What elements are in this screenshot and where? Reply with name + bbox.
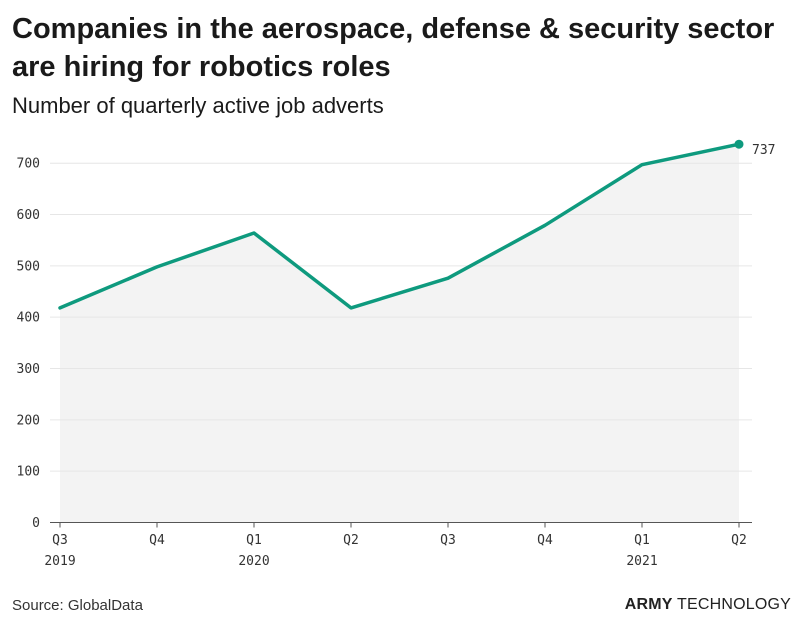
x-tick-label: Q2	[731, 533, 747, 548]
y-tick-label: 100	[17, 465, 40, 480]
x-tick-label: Q1	[246, 533, 262, 548]
x-tick-year-label: 2020	[238, 554, 269, 569]
source-note: Source: GlobalData	[12, 597, 143, 614]
line-chart: 0 100 200 300 400 500 600 700 Q3 2019 Q4 Q1 2020 Q2 Q3…	[17, 139, 775, 569]
y-tick-label: 400	[17, 311, 40, 326]
x-tick-label: Q3	[52, 533, 68, 548]
series-line	[58, 142, 741, 310]
y-tick-label: 500	[17, 259, 40, 274]
x-tick-label: Q4	[537, 533, 553, 548]
y-tick-label: 700	[17, 157, 40, 172]
x-tick-label: Q3	[440, 533, 456, 548]
x-tick-label: Q2	[343, 533, 359, 548]
y-tick-label: 300	[17, 362, 40, 377]
x-tick-label: Q4	[149, 533, 165, 548]
end-point-marker	[734, 139, 744, 149]
chart-title: Companies in the aerospace, defense & se…	[12, 13, 775, 83]
y-tick-label: 600	[17, 208, 40, 223]
x-tick-year-label: 2019	[44, 554, 75, 569]
brand-logo-part2: TECHNOLOGY	[672, 596, 791, 613]
x-tick-label: Q1	[634, 533, 650, 548]
brand-logo-part1: ARMY	[624, 596, 673, 613]
brand-logo: ARMY TECHNOLOGY	[625, 596, 791, 614]
chart-subtitle: Number of quarterly active job adverts	[12, 93, 384, 118]
y-tick-label: 0	[32, 516, 40, 531]
area-fill	[60, 144, 739, 523]
y-tick-label: 200	[17, 413, 40, 428]
x-tick-year-label: 2021	[626, 554, 657, 569]
end-value-label: 737	[752, 143, 775, 158]
